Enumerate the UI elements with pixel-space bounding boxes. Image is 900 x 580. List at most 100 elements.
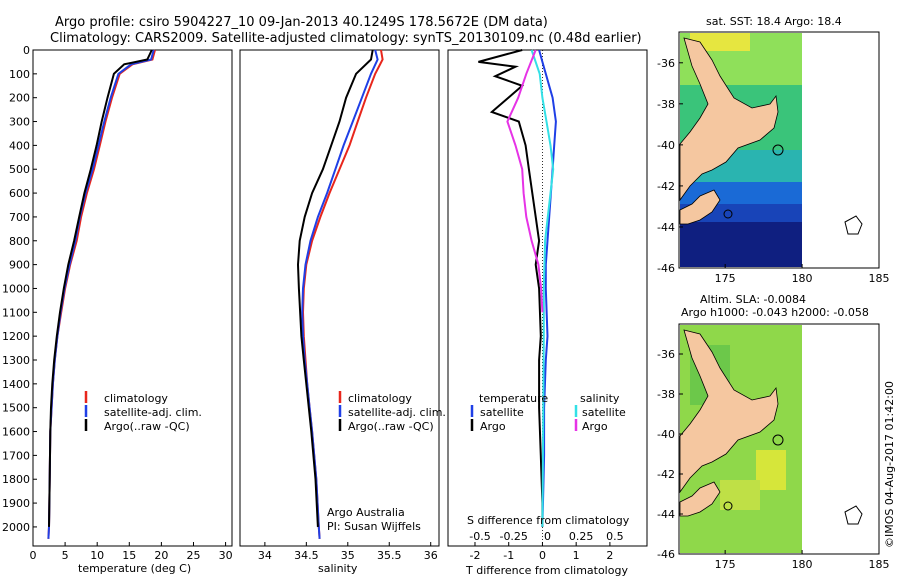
depth-tick-label: 1300	[2, 354, 30, 367]
temp-difference-axis-label: T difference from climatology	[465, 564, 628, 577]
latitude-tick-label: -38	[657, 388, 675, 401]
legend-label-t-argo: Argo	[480, 420, 506, 433]
salinity-tick-labels: 34 34.5 35 35.5 36	[258, 542, 438, 562]
sal-difference-axis-label: S difference from climatology	[467, 514, 630, 527]
sla-map: Altim. SLA: -0.0084 Argo h1000: -0.043 h…	[657, 293, 889, 571]
longitude-tick-label: 185	[869, 272, 890, 285]
depth-tick-label: 1500	[2, 402, 30, 415]
temperature-tick-labels: 0 5 10 15 20 25 30	[30, 542, 233, 562]
sal-difference-tick-label: 0.5	[606, 530, 624, 543]
difference-line-sal_satellite	[530, 49, 555, 527]
sla-map-title-line2: Argo h1000: -0.043 h2000: -0.058	[681, 306, 869, 319]
salinity-axes-box	[239, 49, 440, 547]
latitude-tick-label: -36	[657, 348, 675, 361]
latitude-tick-label: -46	[657, 548, 675, 561]
legend-label-climatology: climatology	[104, 392, 168, 405]
longitude-tick-label: 180	[792, 558, 813, 571]
salinity-legend: climatology satellite-adj. clim. Argo(..…	[338, 391, 446, 433]
imos-credit: ©IMOS 04-Aug-2017 01:42:00	[883, 381, 896, 548]
longitude-tick-label: 175	[715, 558, 736, 571]
north-island-land	[679, 37, 779, 202]
temp-difference-tick-labels: -2 -1 0 1 2	[469, 542, 613, 562]
temperature-tick-label: 30	[219, 549, 233, 562]
salinity-tick-label: 34.5	[294, 549, 319, 562]
depth-tick-label: 1800	[2, 473, 30, 486]
temperature-tick-label: 25	[186, 549, 200, 562]
depth-tick-label: 1000	[2, 282, 30, 295]
sla-field-high2	[720, 480, 760, 510]
sst-map-lon-labels: 175 180 185	[715, 264, 890, 285]
legend-label-satellite: satellite-adj. clim.	[348, 406, 446, 419]
sla-map-title-line1: Altim. SLA: -0.0084	[700, 293, 806, 306]
legend-label-s-satellite: satellite	[582, 406, 626, 419]
temp-difference-tick-label: 2	[606, 549, 613, 562]
argo-float-marker	[772, 434, 784, 446]
latitude-tick-label: -38	[657, 98, 675, 111]
sla-map-lon-labels: 175 180 185	[715, 550, 890, 571]
salinity-series	[296, 49, 384, 539]
temp-difference-tick-label: -2	[469, 549, 480, 562]
legend-label-argo: Argo(..raw -QC)	[348, 420, 434, 433]
salinity-tick-label: 34	[258, 549, 272, 562]
longitude-tick-label: 175	[715, 272, 736, 285]
latitude-tick-label: -36	[657, 57, 675, 70]
sal-difference-tick-label: -0.5	[469, 530, 490, 543]
difference-line-sal_argo	[506, 49, 544, 313]
depth-tick-label: 1200	[2, 330, 30, 343]
depth-tick-label: 900	[9, 259, 30, 272]
temperature-tick-label: 0	[30, 549, 37, 562]
island-outline	[723, 501, 733, 511]
temperature-line-argo	[48, 49, 153, 527]
chatham-islands-outline	[844, 215, 863, 235]
latitude-tick-label: -44	[657, 508, 675, 521]
salinity-axis-label: salinity	[318, 562, 358, 575]
sst-map-title: sat. SST: 18.4 Argo: 18.4	[706, 15, 842, 28]
annotation-argo-australia: Argo Australia	[327, 506, 405, 519]
latitude-tick-label: -40	[657, 139, 675, 152]
depth-tick-label: 300	[9, 116, 30, 129]
sal-difference-tick-labels: -0.5 -0.25 0 0.25 0.5	[469, 530, 623, 543]
legend-title-temperature: temperature	[479, 392, 548, 405]
latitude-tick-label: -42	[657, 468, 675, 481]
temperature-axes-box	[32, 49, 233, 547]
temperature-axis-label: temperature (deg C)	[78, 562, 191, 575]
legend-title-salinity: salinity	[580, 392, 620, 405]
depth-tick-label: 100	[9, 68, 30, 81]
legend-label-argo: Argo(..raw -QC)	[104, 420, 190, 433]
depth-tick-label: 2000	[2, 521, 30, 534]
header-line2: Climatology: CARS2009. Satellite-adjuste…	[50, 31, 642, 46]
salinity-tick-label: 35	[341, 549, 355, 562]
sla-field-high	[756, 450, 786, 490]
sst-field-coldest	[680, 222, 802, 267]
sal-difference-tick-label: -0.25	[499, 530, 527, 543]
depth-tick-labels: 0 100 200 300 400 500 600 700 800 900 1000 1100 1200…	[2, 44, 37, 534]
depth-tick-label: 400	[9, 139, 30, 152]
latitude-tick-label: -40	[657, 428, 675, 441]
legend-label-s-argo: Argo	[582, 420, 608, 433]
chatham-islands-outline	[844, 505, 863, 525]
latitude-tick-label: -44	[657, 221, 675, 234]
temperature-panel: 0100200300400500600700800900100011001200…	[2, 44, 233, 575]
salinity-panel: 34 34.5 35 35.5 36 salinity climatology sate…	[239, 49, 446, 575]
depth-tick-label: 1700	[2, 449, 30, 462]
temp-difference-tick-label: 0	[539, 549, 546, 562]
depth-tick-label: 800	[9, 235, 30, 248]
salinity-line-argo	[296, 49, 374, 527]
salinity-tick-label: 35.5	[377, 549, 402, 562]
depth-tick-label: 1600	[2, 426, 30, 439]
south-island-land	[679, 189, 721, 225]
temperature-series	[47, 49, 156, 539]
sal-difference-tick-label: 0.25	[569, 530, 594, 543]
difference-line-argo	[478, 49, 544, 527]
difference-panel: -2 -1 0 1 2 -0.5 -0.25 0 0.25 0.5 S difference f…	[447, 49, 648, 577]
latitude-tick-label: -42	[657, 180, 675, 193]
longitude-tick-label: 180	[792, 272, 813, 285]
difference-legend: temperature satellite Argo salinity sate…	[470, 392, 626, 433]
south-island-land	[679, 481, 721, 517]
depth-tick-label: 700	[9, 211, 30, 224]
sla-map-lat-labels: -36 -38 -40 -42 -44 -46	[657, 348, 683, 561]
temperature-tick-label: 20	[154, 549, 168, 562]
temp-difference-tick-label: -1	[503, 549, 514, 562]
depth-tick-label: 200	[9, 92, 30, 105]
temperature-tick-label: 15	[122, 549, 136, 562]
